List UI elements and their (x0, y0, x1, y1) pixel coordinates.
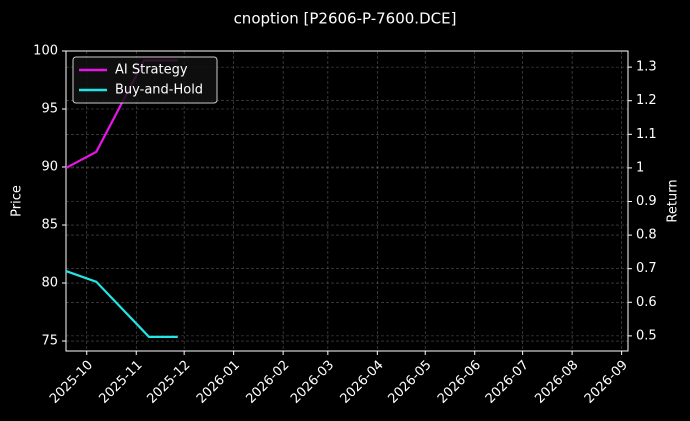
y2-tick-label: 0.6 (636, 295, 657, 310)
x-tick-label: 2026-04 (338, 358, 387, 407)
y2-tick-label: 0.8 (636, 228, 657, 243)
y-tick-label: 90 (41, 160, 58, 175)
legend: AI Strategy Buy-and-Hold (72, 56, 218, 104)
plot-frame (65, 50, 629, 352)
y2-tick-label: 1 (636, 160, 644, 175)
y-tick-label: 75 (41, 334, 58, 349)
y2-tick-label: 0.7 (636, 261, 657, 276)
legend-label: Buy-and-Hold (115, 83, 203, 98)
x-tick-label: 2026-01 (194, 358, 243, 407)
x-tick-label: 2025-10 (47, 358, 96, 407)
y2-axis-label: Return (666, 179, 681, 222)
y-axis-label: Price (10, 185, 25, 217)
x-tick-label: 2026-08 (532, 358, 581, 407)
y-tick-label: 85 (41, 218, 58, 233)
legend-box (72, 56, 218, 104)
y2-tick-label: 1.1 (636, 127, 657, 142)
y2-tick-label: 1.2 (636, 93, 657, 108)
x-tick-label: 2026-02 (243, 358, 292, 407)
y2-tick-label: 0.9 (636, 194, 657, 209)
x-tick-label: 2025-12 (144, 358, 193, 407)
x-tick-label: 2026-03 (288, 358, 337, 407)
y2-tick-label: 0.5 (636, 328, 657, 343)
x-tick-label: 2025-11 (97, 358, 146, 407)
x-tick-label: 2026-09 (582, 358, 631, 407)
y-tick-label: 100 (33, 44, 58, 59)
x-tick-label: 2026-06 (435, 358, 484, 407)
y-tick-label: 80 (41, 276, 58, 291)
series-line (65, 270, 178, 338)
x-tick-label: 2026-07 (483, 358, 532, 407)
chart-title: cnoption [P2606-P-7600.DCE] (234, 10, 457, 28)
y2-tick-label: 1.3 (636, 60, 657, 75)
x-tick-label: 2026-05 (386, 358, 435, 407)
y-tick-label: 95 (41, 102, 58, 117)
legend-label: AI Strategy (115, 63, 188, 78)
